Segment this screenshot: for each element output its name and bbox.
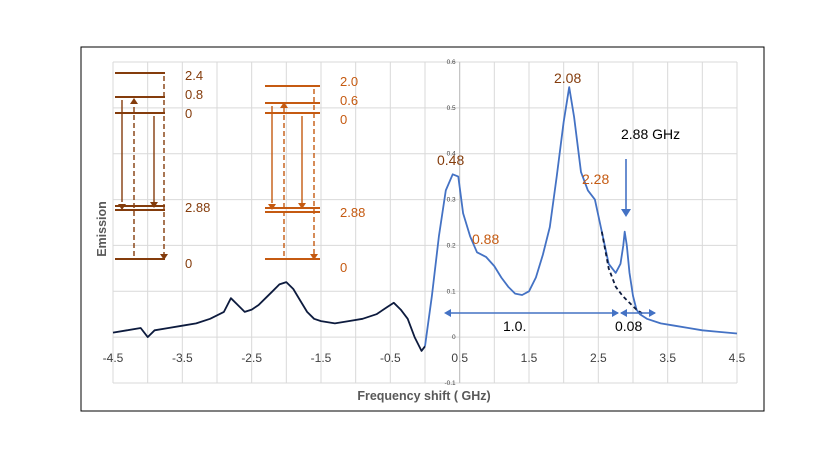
series-line-3 — [112, 281, 426, 352]
secondary-y-tick-label: 0.1 — [447, 288, 456, 295]
secondary-y-tick-label: 0.4 — [447, 151, 456, 158]
level-label: 0.8 — [185, 87, 203, 102]
x-tick-label: 4.5 — [729, 351, 746, 365]
shoulder-label-2-28: 2.28 — [582, 171, 609, 187]
arrowhead — [620, 309, 627, 317]
arrowhead — [444, 309, 451, 317]
level-label: 0 — [185, 256, 192, 271]
level-diagram-1: 2.4 0.8 0 2.88 0 — [115, 68, 210, 271]
nv-label: 2.88 GHz — [621, 126, 680, 142]
x-tick-label: -3.5 — [172, 351, 193, 365]
nv-arrowhead — [621, 209, 631, 217]
x-tick-label: -0.5 — [380, 351, 401, 365]
level-diagram-2: 2.0 0.6 0 2.88 0 — [265, 74, 365, 275]
arrowhead — [612, 309, 619, 317]
secondary-y-tick-label: -0.1 — [444, 380, 456, 387]
arrowhead — [150, 202, 158, 208]
arrowhead — [298, 203, 306, 209]
x-tick-label: -1.5 — [311, 351, 332, 365]
x-tick-label: 2.5 — [590, 351, 607, 365]
level-label: 0 — [340, 260, 347, 275]
secondary-y-tick-label: 0.2 — [447, 242, 456, 249]
arrowhead — [130, 98, 138, 104]
secondary-y-tick-label: 0 — [452, 334, 456, 341]
secondary-y-tick-label: 0.3 — [447, 197, 456, 204]
arrowhead — [118, 204, 126, 210]
level-label: 2.88 — [185, 200, 210, 215]
arrowhead — [280, 102, 288, 108]
x-axis-ticks: -4.5 -3.5 -2.5 -1.5 -0.5 0.5 1.5 2.5 3.5 4.5 — [103, 351, 746, 365]
level-label: 0 — [185, 106, 192, 121]
secondary-y-tick-label: 0.6 — [447, 59, 456, 66]
arrowhead — [268, 204, 276, 210]
y-axis-title: Emission — [95, 201, 109, 257]
x-tick-label: -2.5 — [241, 351, 262, 365]
level-label: 0.6 — [340, 93, 358, 108]
x-tick-label: 3.5 — [659, 351, 676, 365]
arrowhead — [160, 254, 168, 260]
peak-label-0-48: 0.48 — [437, 152, 464, 168]
secondary-y-tick-label: 0.5 — [447, 105, 456, 112]
level-label: 0 — [340, 112, 347, 127]
peak-label-2-08: 2.08 — [554, 70, 581, 86]
x-tick-label: -4.5 — [103, 351, 124, 365]
span-label-2: 0.08 — [615, 318, 642, 334]
series-line-2 — [600, 231, 644, 315]
span-label-1: 1.0. — [503, 318, 526, 334]
x-tick-label: 1.5 — [521, 351, 538, 365]
shoulder-label-0-88: 0.88 — [472, 231, 499, 247]
level-label: 2.4 — [185, 68, 203, 83]
level-label: 2.88 — [340, 205, 365, 220]
arrowhead — [310, 254, 318, 260]
x-axis-title: Frequency shift ( GHz) — [357, 389, 490, 403]
grid — [112, 61, 738, 384]
level-label: 2.0 — [340, 74, 358, 89]
arrowhead — [649, 309, 656, 317]
secondary-y-axis-ticks: 0.6 0.5 0.4 0.3 0.2 0.1 0 -0.1 — [444, 59, 461, 387]
